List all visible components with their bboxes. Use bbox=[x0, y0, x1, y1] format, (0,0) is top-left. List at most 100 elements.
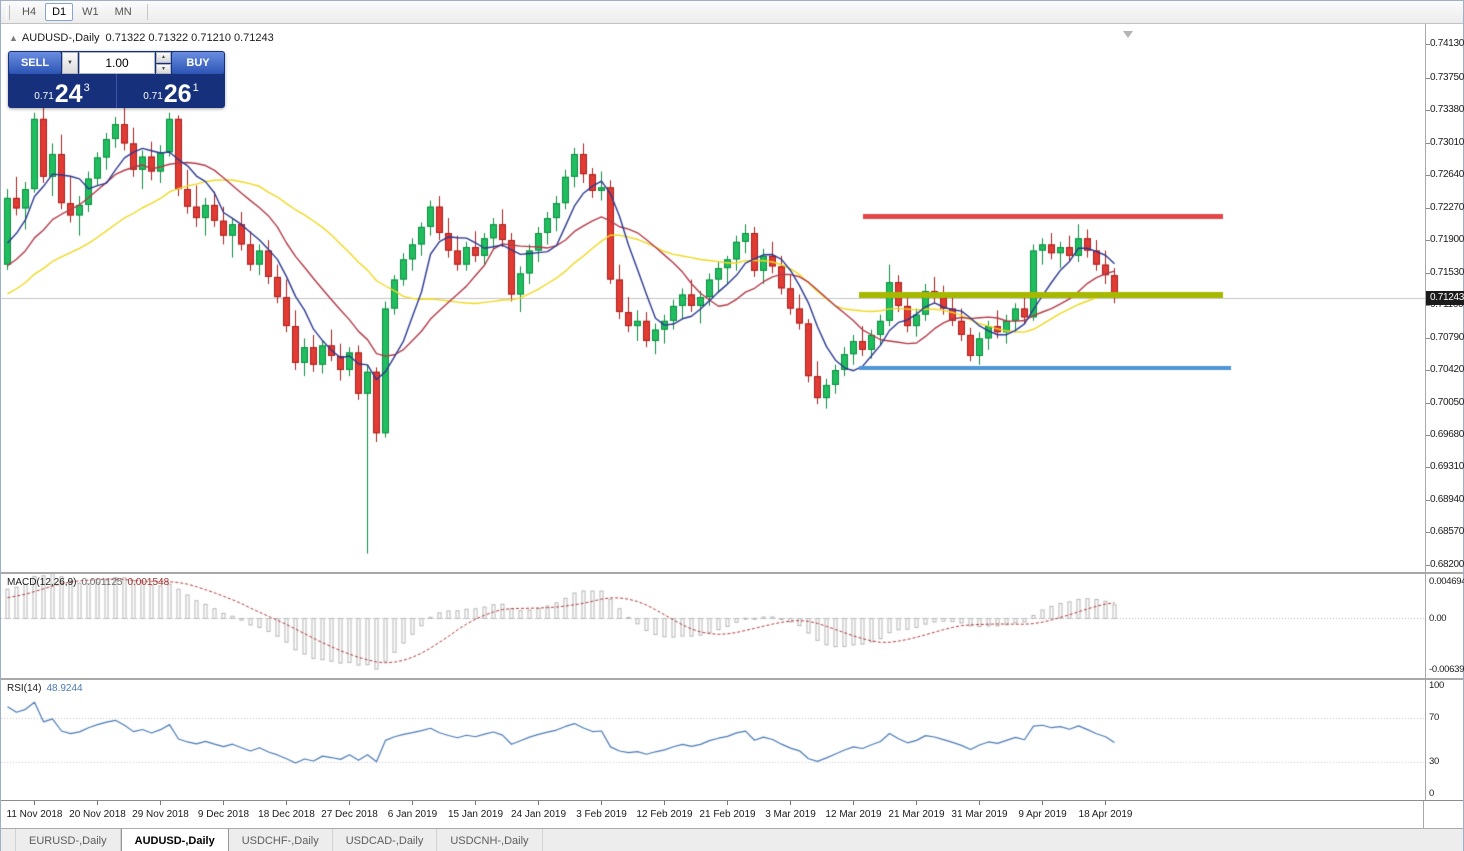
rsi-scale[interactable]: 100 70 30 0 bbox=[1425, 680, 1463, 800]
price-scale-label: 0.73010 bbox=[1430, 136, 1464, 148]
time-axis-label: 18 Dec 2018 bbox=[258, 809, 315, 820]
price-scale-tick bbox=[1426, 370, 1430, 371]
macd-chart-canvas[interactable] bbox=[1, 574, 1425, 678]
price-scale-tick bbox=[1426, 240, 1430, 241]
time-axis-tick bbox=[916, 801, 917, 805]
time-axis-tick bbox=[790, 801, 791, 805]
price-scale-label: 0.68200 bbox=[1430, 558, 1464, 570]
price-scale-tick bbox=[1426, 500, 1430, 501]
price-scale-tick bbox=[1426, 273, 1430, 274]
time-axis-label: 9 Dec 2018 bbox=[197, 809, 250, 820]
chevron-down-icon: ▼ bbox=[67, 60, 73, 66]
price-scale-label: 0.69680 bbox=[1430, 429, 1464, 440]
price-scale-tick bbox=[1426, 338, 1430, 339]
spin-down-icon[interactable]: ▼ bbox=[156, 63, 171, 74]
time-axis-label: 31 Mar 2019 bbox=[951, 809, 1008, 820]
price-scale-tick bbox=[1426, 532, 1430, 533]
buy-price-prefix: 0.71 bbox=[143, 91, 163, 102]
timeframe-button-h4[interactable]: H4 bbox=[22, 6, 37, 18]
time-axis-corner bbox=[1423, 801, 1463, 828]
tab-usdcad-daily[interactable]: USDCAD-,Daily bbox=[333, 829, 438, 851]
sell-price[interactable]: 0.71 24 3 bbox=[8, 74, 116, 108]
price-scale-tick bbox=[1426, 78, 1430, 79]
price-scale-tick bbox=[1426, 208, 1430, 209]
time-axis-tick bbox=[727, 801, 728, 805]
chart-ohlc-values: 0.71322 0.71322 0.71210 0.71243 bbox=[105, 32, 274, 44]
timeframe-button-mn[interactable]: MN bbox=[114, 6, 132, 18]
price-scale-tick bbox=[1426, 435, 1430, 436]
buy-button[interactable]: BUY bbox=[172, 52, 224, 74]
sell-price-pipette: 3 bbox=[83, 82, 90, 94]
time-axis-tick bbox=[97, 801, 98, 805]
time-axis-label: 29 Nov 2018 bbox=[132, 809, 189, 820]
timeframe-button-d1[interactable]: D1 bbox=[45, 3, 74, 21]
rsi-label: RSI(14) 48.9244 bbox=[7, 683, 83, 694]
time-axis-label: 27 Dec 2018 bbox=[321, 809, 378, 820]
time-axis-tick bbox=[412, 801, 413, 805]
rsi-panel: RSI(14) 48.9244 100 70 30 0 bbox=[1, 678, 1463, 800]
timeframe-button-w1[interactable]: W1 bbox=[82, 6, 99, 18]
buy-price[interactable]: 0.71 26 1 bbox=[116, 74, 225, 108]
time-axis[interactable]: 11 Nov 2018 20 Nov 2018 29 Nov 2018 9 Dec 2… bbox=[1, 800, 1463, 828]
time-axis-tick bbox=[223, 801, 224, 805]
sell-price-prefix: 0.71 bbox=[34, 91, 54, 102]
macd-label: MACD(12,26,9) 0.001125 0.001548 bbox=[7, 577, 169, 588]
price-scale-tick bbox=[1426, 110, 1430, 111]
spin-up-icon[interactable]: ▲ bbox=[156, 52, 171, 63]
chart-tabs-bar: EURUSD-,Daily AUDUSD-,Daily USDCHF-,Dail… bbox=[1, 828, 1463, 851]
macd-panel: MACD(12,26,9) 0.001125 0.001548 0.004694 0… bbox=[1, 572, 1464, 678]
price-scale-label: 0.70050 bbox=[1430, 396, 1464, 408]
volume-control: ▼ 1.00 ▲ ▼ bbox=[62, 52, 171, 74]
time-axis-label: 12 Mar 2019 bbox=[825, 809, 882, 820]
price-scale-label: 0.73380 bbox=[1430, 104, 1464, 116]
macd-scale[interactable]: 0.004694 0.00 -0.00639 bbox=[1425, 574, 1464, 678]
toolbar-separator bbox=[146, 4, 148, 20]
time-axis-tick bbox=[979, 801, 980, 805]
rsi-scale-70: 70 bbox=[1429, 712, 1439, 724]
buy-price-big: 26 bbox=[163, 80, 192, 108]
candlestick-chart-canvas[interactable] bbox=[1, 24, 1425, 572]
price-scale-label: 0.72270 bbox=[1430, 201, 1464, 213]
time-axis-label: 11 Nov 2018 bbox=[6, 809, 63, 820]
tab-usdcnh-daily[interactable]: USDCNH-,Daily bbox=[437, 829, 543, 851]
time-axis-tick bbox=[853, 801, 854, 805]
price-scale-label: 0.71900 bbox=[1430, 234, 1464, 246]
time-axis-tick bbox=[475, 801, 476, 805]
time-axis-tick bbox=[538, 801, 539, 805]
time-axis-tick bbox=[34, 801, 35, 805]
tab-usdchf-daily[interactable]: USDCHF-,Daily bbox=[229, 829, 333, 851]
time-axis-label: 12 Feb 2019 bbox=[636, 809, 693, 820]
sell-price-big: 24 bbox=[54, 80, 83, 108]
time-axis-label: 24 Jan 2019 bbox=[510, 809, 567, 820]
volume-input[interactable]: 1.00 bbox=[79, 52, 155, 74]
price-scale-label: 0.72640 bbox=[1430, 169, 1464, 181]
time-axis-tick bbox=[349, 801, 350, 805]
price-scale[interactable]: 0.71243 0.74130 0.73750 0.73380 0.73010 0.72… bbox=[1425, 24, 1464, 572]
rsi-scale-0: 0 bbox=[1429, 788, 1434, 799]
rsi-chart-canvas[interactable] bbox=[1, 680, 1425, 800]
time-axis-tick bbox=[160, 801, 161, 805]
volume-stepper: ▲ ▼ bbox=[156, 52, 171, 74]
tab-eurusd-daily[interactable]: EURUSD-,Daily bbox=[15, 829, 121, 851]
price-scale-tick bbox=[1426, 403, 1430, 404]
toolbar-grip[interactable] bbox=[6, 4, 10, 20]
volume-dropdown-button[interactable]: ▼ bbox=[62, 52, 78, 74]
macd-scale-bottom: -0.00639 bbox=[1429, 664, 1464, 675]
price-scale-label: 0.68940 bbox=[1430, 493, 1464, 505]
price-scale-tick bbox=[1426, 305, 1430, 306]
time-axis-label: 21 Feb 2019 bbox=[699, 809, 756, 820]
buy-price-pipette: 1 bbox=[192, 82, 199, 94]
time-axis-label: 20 Nov 2018 bbox=[69, 809, 126, 820]
macd-scale-top: 0.004694 bbox=[1429, 576, 1464, 587]
time-axis-tick bbox=[286, 801, 287, 805]
price-scale-label: 0.71530 bbox=[1430, 266, 1464, 278]
sell-button[interactable]: SELL bbox=[9, 52, 61, 74]
chart-shift-marker[interactable] bbox=[1123, 31, 1133, 38]
price-scale-label: 0.68570 bbox=[1430, 526, 1464, 538]
one-click-collapse-icon[interactable]: ▲ bbox=[9, 33, 18, 43]
tab-audusd-daily[interactable]: AUDUSD-,Daily bbox=[120, 829, 229, 851]
price-scale-label: 0.73750 bbox=[1430, 71, 1464, 83]
macd-main-value: 0.001125 bbox=[81, 577, 123, 588]
timeframe-toolbar: H4 D1 W1 MN bbox=[1, 1, 1463, 24]
